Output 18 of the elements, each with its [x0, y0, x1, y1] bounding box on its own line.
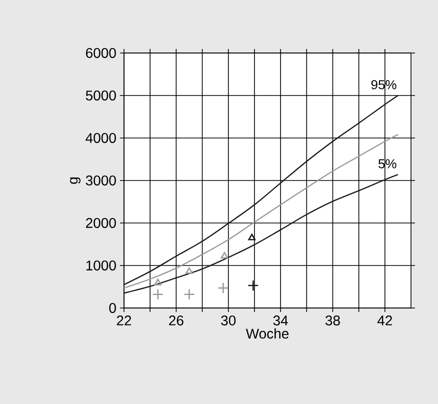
y-tick-label: 3000	[86, 176, 116, 186]
x-tick-label: 22	[116, 316, 132, 326]
line-series	[123, 94, 399, 286]
x-axis-title: Woche	[246, 328, 289, 339]
y-tick-label: 5000	[86, 90, 116, 100]
y-tick-label: 4000	[86, 133, 116, 143]
line-series	[123, 134, 399, 289]
y-tick-label: 0	[109, 303, 116, 313]
line-series	[123, 174, 399, 294]
y-tick-label: 2000	[86, 218, 116, 228]
x-tick-label: 30	[221, 316, 236, 326]
x-tick-label: 34	[273, 316, 288, 326]
x-tick-label: 26	[169, 316, 184, 326]
x-tick-label: 38	[325, 316, 340, 326]
y-tick-label: 1000	[86, 260, 116, 270]
y-axis-title: g	[70, 178, 80, 184]
y-tick-label: 6000	[86, 48, 116, 58]
x-tick-label: 42	[377, 316, 392, 326]
